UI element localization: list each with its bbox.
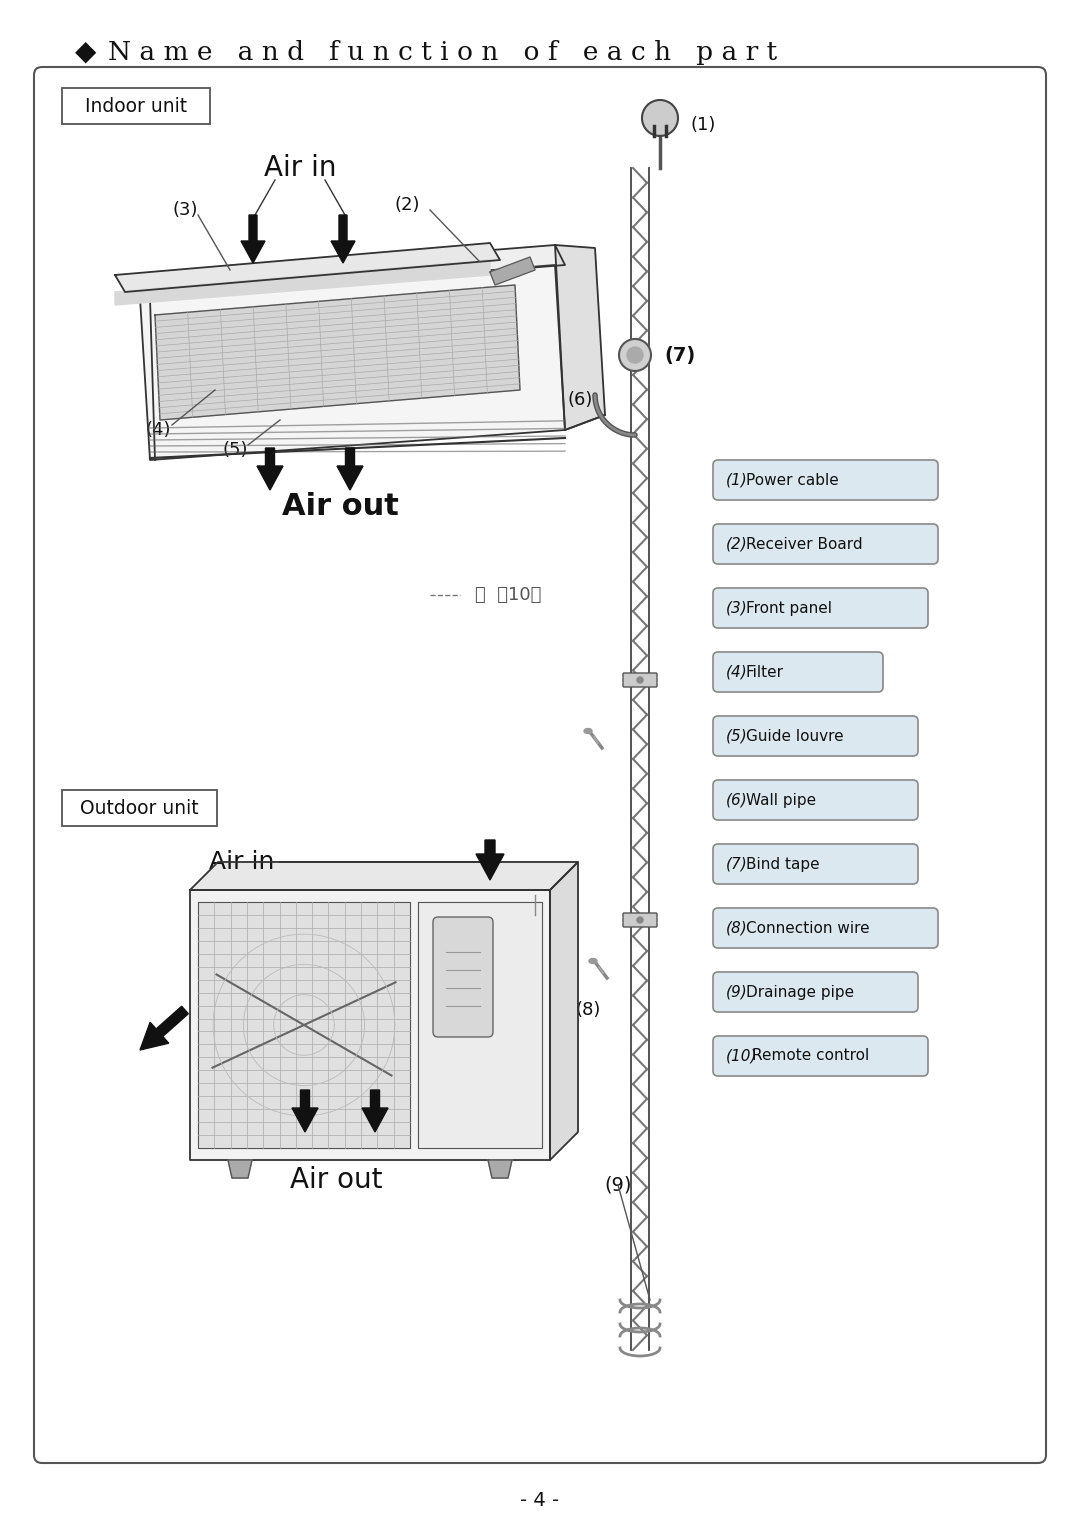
Text: (9): (9) — [726, 984, 747, 999]
Polygon shape — [228, 1160, 252, 1178]
FancyArrow shape — [362, 1089, 388, 1132]
Text: (3): (3) — [172, 202, 198, 219]
Text: ◆: ◆ — [75, 38, 96, 66]
FancyBboxPatch shape — [713, 652, 883, 692]
Text: Drainage pipe: Drainage pipe — [745, 984, 853, 999]
Text: Air out: Air out — [282, 492, 399, 521]
FancyArrow shape — [140, 1007, 188, 1050]
Text: Wall pipe: Wall pipe — [745, 793, 815, 807]
Text: (6): (6) — [567, 391, 593, 410]
Polygon shape — [190, 889, 550, 1160]
Text: - 4 -: - 4 - — [521, 1490, 559, 1510]
Text: Receiver Board: Receiver Board — [745, 536, 862, 552]
Polygon shape — [198, 902, 410, 1148]
Text: Outdoor unit: Outdoor unit — [80, 799, 199, 817]
Polygon shape — [114, 243, 500, 292]
Text: (3): (3) — [726, 601, 747, 616]
Circle shape — [619, 339, 651, 371]
Text: Air in: Air in — [264, 154, 336, 182]
Ellipse shape — [584, 729, 592, 733]
Polygon shape — [490, 257, 535, 286]
Text: N a m e   a n d   f u n c t i o n   o f   e a c h   p a r t: N a m e a n d f u n c t i o n o f e a c … — [108, 40, 778, 64]
Text: Indoor unit: Indoor unit — [85, 96, 187, 116]
Text: (9): (9) — [604, 1175, 632, 1195]
Text: (1): (1) — [690, 116, 715, 134]
Text: (2): (2) — [394, 196, 420, 214]
FancyArrow shape — [292, 1089, 318, 1132]
Polygon shape — [114, 260, 490, 306]
Text: Guide louvre: Guide louvre — [745, 729, 843, 744]
Polygon shape — [140, 264, 565, 460]
Text: (1): (1) — [726, 472, 747, 487]
FancyArrow shape — [337, 448, 363, 490]
Polygon shape — [140, 244, 565, 298]
Text: (6): (6) — [726, 793, 747, 807]
FancyArrow shape — [257, 448, 283, 490]
Text: (5): (5) — [726, 729, 747, 744]
Text: (4): (4) — [145, 422, 171, 439]
Text: Air out: Air out — [289, 1166, 382, 1193]
FancyBboxPatch shape — [713, 1036, 928, 1076]
FancyBboxPatch shape — [62, 89, 210, 124]
Text: (5): (5) — [222, 442, 247, 458]
Text: －  （10）: － （10） — [475, 587, 541, 604]
FancyBboxPatch shape — [713, 460, 939, 500]
Ellipse shape — [589, 958, 597, 964]
Text: (7): (7) — [726, 857, 747, 871]
FancyBboxPatch shape — [713, 779, 918, 821]
Polygon shape — [488, 1160, 512, 1178]
Text: Bind tape: Bind tape — [745, 857, 819, 871]
FancyBboxPatch shape — [623, 914, 657, 927]
Text: Front panel: Front panel — [745, 601, 832, 616]
FancyBboxPatch shape — [713, 843, 918, 885]
Polygon shape — [190, 862, 578, 889]
Circle shape — [637, 917, 643, 923]
FancyBboxPatch shape — [713, 972, 918, 1012]
Circle shape — [637, 677, 643, 683]
FancyBboxPatch shape — [623, 672, 657, 688]
FancyArrow shape — [330, 215, 355, 263]
Polygon shape — [555, 244, 605, 429]
Text: (7): (7) — [664, 345, 696, 365]
FancyArrow shape — [476, 840, 504, 880]
FancyBboxPatch shape — [713, 588, 928, 628]
Text: (4): (4) — [726, 665, 747, 680]
Polygon shape — [550, 862, 578, 1160]
Text: Remote control: Remote control — [752, 1048, 869, 1063]
FancyBboxPatch shape — [33, 67, 1047, 1462]
Text: Power cable: Power cable — [745, 472, 838, 487]
Circle shape — [627, 347, 643, 364]
Text: Air in: Air in — [210, 850, 274, 874]
FancyBboxPatch shape — [713, 717, 918, 756]
FancyBboxPatch shape — [62, 790, 217, 827]
FancyBboxPatch shape — [433, 917, 492, 1038]
Text: Connection wire: Connection wire — [745, 920, 869, 935]
Polygon shape — [418, 902, 542, 1148]
Circle shape — [642, 99, 678, 136]
FancyBboxPatch shape — [713, 908, 939, 947]
Polygon shape — [156, 286, 519, 420]
Text: Filter: Filter — [745, 665, 783, 680]
FancyArrow shape — [241, 215, 265, 263]
Text: (2): (2) — [726, 536, 747, 552]
FancyBboxPatch shape — [713, 524, 939, 564]
Text: (8): (8) — [726, 920, 747, 935]
Text: (10): (10) — [726, 1048, 757, 1063]
Text: (8): (8) — [576, 1001, 600, 1019]
